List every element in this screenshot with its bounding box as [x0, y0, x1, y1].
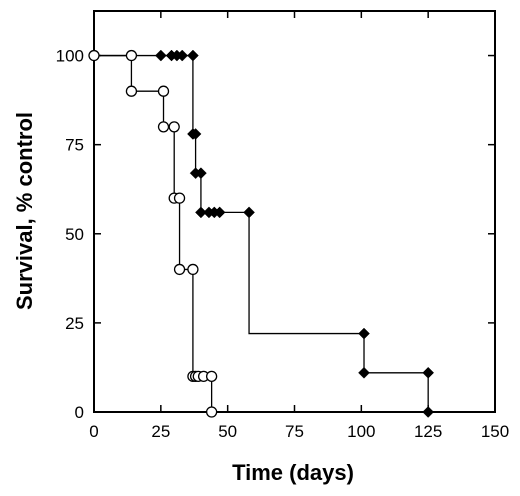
plot-frame: [93, 10, 496, 413]
y-tick-label: 75: [65, 136, 84, 155]
series-2-line: [94, 54, 429, 412]
y-tick-label: 25: [65, 314, 84, 333]
x-tick-label: 125: [414, 422, 442, 441]
series-2-point: [189, 128, 202, 140]
x-tick-label: 75: [285, 422, 304, 441]
series-2-point: [422, 406, 435, 418]
series-1-point: [157, 85, 170, 97]
series-2-point: [358, 366, 370, 379]
series-2-point: [195, 167, 207, 180]
series-2-point: [213, 206, 226, 219]
series-1-point: [205, 370, 218, 383]
series-2-point: [176, 49, 189, 62]
y-tick-label: 50: [65, 225, 84, 244]
x-tick-label: 0: [89, 422, 98, 441]
series-1-point: [88, 49, 100, 62]
series-1-line: [94, 54, 213, 412]
y-axis-title: Survival, % control: [12, 112, 37, 310]
series-markers: [88, 49, 435, 418]
series-1-point: [173, 192, 186, 204]
series-1-point: [173, 263, 186, 276]
series-1-point: [125, 85, 138, 97]
x-tick-label: 100: [347, 422, 375, 441]
axis-ticks: 0 25 50 75 100 125 150 0 25 50 75 100: [56, 11, 509, 441]
series-2-point: [422, 366, 435, 379]
series-1-point: [157, 121, 170, 133]
x-tick-label: 50: [218, 422, 237, 441]
series-1-point: [187, 263, 199, 276]
series-2-point: [243, 206, 255, 219]
series-1-point: [168, 121, 180, 133]
x-tick-label: 25: [151, 422, 170, 441]
x-axis-title: Time (days): [232, 460, 354, 485]
x-tick-label: 150: [481, 422, 509, 441]
series-2-point: [187, 49, 199, 62]
series-lines: [94, 54, 429, 412]
series-1-point: [125, 49, 138, 62]
series-2-point: [358, 327, 370, 340]
series-2-point: [154, 49, 167, 62]
series-1-point: [205, 406, 218, 418]
series-2-point: [195, 206, 207, 219]
y-tick-label: 100: [56, 47, 84, 66]
y-tick-label: 0: [75, 403, 84, 422]
